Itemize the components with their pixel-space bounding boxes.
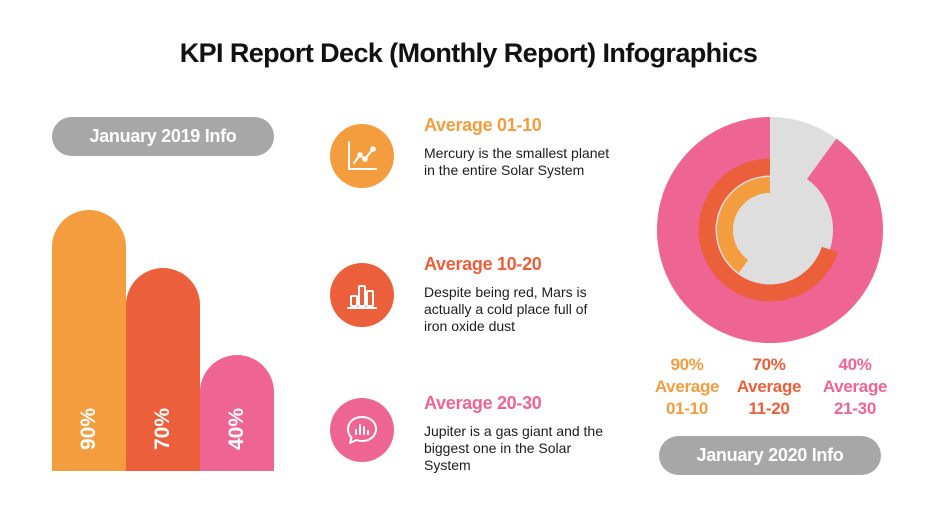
legend-item-11-20: 70% Average 11-20 [729, 354, 809, 420]
chat-bar-chart-icon [330, 398, 394, 462]
legend-value: 90% [670, 355, 704, 374]
bar-value-label: 90% [77, 407, 100, 451]
january-2020-label: January 2020 Info [659, 436, 881, 475]
item-title: Average 10-20 [424, 254, 542, 274]
legend-value: 70% [752, 355, 786, 374]
item-description: Mercury is the smallest planet in the en… [424, 145, 610, 178]
january-2019-label: January 2019 Info [52, 117, 274, 156]
bar-value-label: 40% [225, 407, 248, 451]
legend-item-01-10: 90% Average 01-10 [647, 354, 727, 420]
bar-1: 90% [52, 210, 126, 471]
page-title: KPI Report Deck (Monthly Report) Infogra… [179, 38, 758, 68]
line-chart-icon [330, 124, 394, 188]
item-description: Jupiter is a gas giant and the biggest o… [424, 423, 604, 473]
legend-value: 40% [838, 355, 872, 374]
item-title: Average 20-30 [424, 393, 542, 413]
legend-line2: 21-30 [834, 399, 876, 418]
bar-3: 40% [200, 355, 274, 471]
donut-ring-3 [717, 177, 771, 273]
legend-item-21-30: 40% Average 21-30 [815, 354, 895, 420]
legend-line1: Average [654, 377, 720, 396]
legend-line1: Average [736, 377, 802, 396]
bar-chart-icon [330, 263, 394, 327]
donut-chart [657, 117, 883, 343]
item-description: Despite being red, Mars is actually a co… [424, 284, 588, 334]
bar-2: 70% [126, 268, 200, 471]
legend-line1: Average [822, 377, 888, 396]
donut-ring-2 [698, 158, 838, 302]
legend-line2: 11-20 [748, 399, 790, 418]
donut-ring-1 [657, 117, 883, 343]
donut-hole [733, 193, 807, 267]
item-title: Average 01-10 [424, 115, 542, 135]
bar-value-label: 70% [151, 407, 174, 451]
legend-line2: 01-10 [666, 399, 708, 418]
